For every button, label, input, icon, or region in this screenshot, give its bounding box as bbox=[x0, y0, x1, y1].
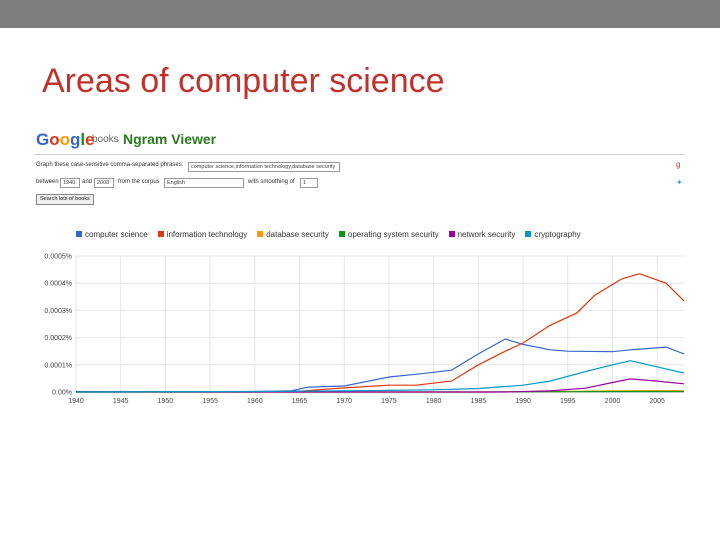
corpus-label: from the corpus bbox=[118, 179, 160, 185]
legend-swatch bbox=[525, 231, 532, 237]
legend-label: information technology bbox=[166, 230, 248, 239]
x-tick-label: 1950 bbox=[158, 398, 174, 405]
series-line-information-technology bbox=[76, 273, 685, 393]
legend-label: operating system security bbox=[347, 230, 439, 239]
legend-item-0: computer science bbox=[76, 230, 148, 239]
x-tick-label: 1985 bbox=[471, 398, 487, 405]
legend-item-5: cryptography bbox=[525, 230, 581, 239]
legend-label: database security bbox=[266, 230, 329, 239]
legend-item-3: operating system security bbox=[338, 230, 439, 239]
y-tick-label: 0.0002% bbox=[44, 335, 72, 342]
phrases-input[interactable]: computer science,information technology,… bbox=[188, 162, 340, 172]
legend-swatch bbox=[257, 231, 264, 237]
books-label: books bbox=[92, 134, 119, 145]
y-tick-label: 0.0005% bbox=[44, 254, 72, 261]
google-plus-icon[interactable]: g bbox=[676, 160, 681, 169]
y-tick-label: 0.0001% bbox=[44, 362, 72, 369]
x-tick-label: 1945 bbox=[113, 398, 129, 405]
year-from-input[interactable]: 1940 bbox=[60, 178, 80, 188]
between-label: between bbox=[36, 179, 59, 185]
legend-swatch bbox=[448, 231, 455, 237]
legend-label: network security bbox=[457, 230, 516, 239]
slide-title: Areas of computer science bbox=[42, 62, 445, 100]
x-tick-label: 1990 bbox=[515, 398, 531, 405]
smoothing-label: with smoothing of bbox=[248, 179, 295, 185]
x-tick-label: 1960 bbox=[247, 398, 263, 405]
x-tick-label: 1940 bbox=[68, 398, 84, 405]
x-tick-label: 2005 bbox=[649, 398, 665, 405]
x-tick-label: 2000 bbox=[605, 398, 621, 405]
y-tick-label: 0.00% bbox=[52, 390, 72, 397]
legend-label: cryptography bbox=[534, 230, 581, 239]
legend-label: computer science bbox=[85, 230, 148, 239]
series-line-cryptography bbox=[75, 360, 685, 393]
viewer-title: Ngram Viewer bbox=[123, 131, 217, 147]
ngram-chart: 0.00% 0.0001% 0.0002% 0.0003% 0.0004% 0.0005%… bbox=[44, 254, 685, 405]
chart-legend: computer science information technology da… bbox=[76, 230, 591, 239]
x-tick-label: 1965 bbox=[292, 398, 308, 405]
google-logo: Google bbox=[36, 130, 95, 149]
legend-swatch bbox=[338, 231, 345, 237]
x-tick-label: 1955 bbox=[202, 398, 218, 405]
legend-swatch bbox=[157, 231, 164, 237]
y-tick-label: 0.0004% bbox=[44, 281, 72, 288]
corpus-select[interactable]: English bbox=[164, 178, 244, 188]
twitter-icon[interactable]: ✦ bbox=[676, 178, 683, 187]
ngram-screenshot: Google books Ngram Viewer Graph these ca… bbox=[30, 122, 690, 422]
x-tick-label: 1970 bbox=[336, 398, 352, 405]
y-tick-label: 0.0003% bbox=[44, 308, 72, 315]
legend-item-1: information technology bbox=[157, 230, 248, 239]
search-button[interactable]: Search lots of books bbox=[36, 194, 94, 205]
legend-swatch bbox=[76, 231, 82, 237]
smoothing-select[interactable]: 1 bbox=[300, 178, 318, 188]
x-tick-label: 1995 bbox=[560, 398, 576, 405]
graph-label: Graph these case-sensitive comma-separat… bbox=[36, 162, 184, 168]
series-line-network-security bbox=[76, 378, 685, 393]
x-tick-label: 1980 bbox=[426, 398, 442, 405]
x-tick-label: 1975 bbox=[381, 398, 397, 405]
header-divider bbox=[34, 154, 684, 155]
legend-item-2: database security bbox=[257, 230, 329, 239]
legend-item-4: network security bbox=[448, 230, 516, 239]
year-to-input[interactable]: 2008 bbox=[94, 178, 114, 188]
and-label: and bbox=[82, 179, 93, 185]
series-line-computer-science bbox=[75, 338, 685, 393]
top-bar bbox=[0, 0, 720, 28]
